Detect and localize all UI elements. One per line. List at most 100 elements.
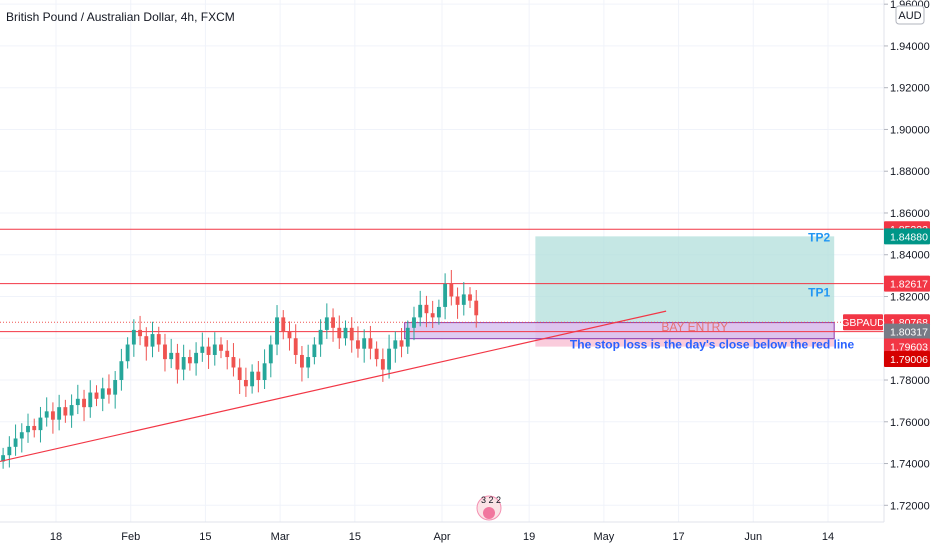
candle [88,392,93,408]
candle [306,357,311,368]
candle [405,327,410,347]
candle [138,329,143,337]
candle [113,380,118,395]
symbol-tag [843,314,883,331]
x-tick-label: Apr [433,531,450,543]
candle [82,398,86,408]
x-tick-label: 18 [50,531,62,543]
candle [468,294,472,301]
candle [256,371,261,381]
candle [349,327,354,341]
candle [187,357,192,364]
price-tags: 1.852221.848801.826171.8076848:36GBPAUD1… [841,221,930,368]
y-tick-label: 1.72000 [890,500,930,512]
x-tick-label: 15 [199,531,211,543]
price-tag [884,228,930,245]
price-tag-label: 1.84880 [890,231,928,243]
chart-title: British Pound / Australian Dollar, 4h, F… [6,10,235,24]
candle [237,367,242,381]
events-badge-label: 3 2 2 [481,495,501,505]
candle [26,425,30,433]
x-tick-label: Feb [121,531,140,543]
candle [181,357,186,370]
candle [262,363,267,381]
chart-labels: TP2 TP1 BAY ENTRY The stop loss is the day'… [570,230,855,351]
candles [1,269,479,469]
price-axis[interactable]: 1.720001.740001.760001.780001.800001.820… [884,0,930,512]
candle [455,296,460,305]
candle [100,388,105,399]
candle [461,294,466,305]
events-badge[interactable]: 3 2 2 [476,495,502,521]
x-tick-label: 15 [349,531,361,543]
x-tick-label: May [593,531,614,543]
candle [368,338,373,349]
candle [374,348,379,360]
candle [225,350,230,358]
candle [44,411,49,418]
candle [194,352,199,364]
candle [50,411,55,420]
tp1-label: TP1 [808,285,830,299]
trade-zones [404,236,835,347]
y-tick-label: 1.78000 [890,375,930,387]
currency-badge-label: AUD [898,10,921,22]
candle [281,317,286,332]
candle [212,344,217,355]
candle [150,334,155,347]
candle [443,283,448,307]
price-tag [884,323,930,340]
price-tag [884,338,930,355]
currency-badge: AUD [895,5,925,25]
y-tick-label: 1.74000 [890,459,930,471]
candle [163,344,167,360]
trendline-group [0,310,667,463]
candle [219,344,223,351]
y-tick-label: 1.76000 [890,417,930,429]
candle [287,331,292,339]
candle [231,357,236,368]
trendline [0,310,667,463]
candle [399,340,404,347]
y-tick-label: 1.94000 [890,41,930,53]
candle [324,317,329,330]
candle [94,392,99,399]
x-tick-label: 14 [822,531,834,543]
candle [449,283,454,297]
profit-zone [535,236,835,323]
candle [250,371,255,387]
x-tick-label: 17 [672,531,684,543]
price-tag [884,351,930,368]
price-tag-label: 1.79603 [890,342,928,354]
time-axis[interactable]: 18 Feb 15 Mar 15 Apr 19 May 17 Jun 14 [50,531,834,543]
candle [206,346,211,355]
candle [200,346,205,353]
x-tick-label: 19 [523,531,535,543]
candle [312,344,317,358]
y-tick-label: 1.86000 [890,208,930,220]
candle [13,438,18,447]
candle [356,340,360,349]
candle [19,432,24,439]
price-tag-label: 1.82617 [890,279,928,291]
price-tag [884,275,930,292]
candle [107,388,111,395]
candle [32,425,37,431]
candle [424,304,429,314]
y-tick-label: 1.82000 [890,291,930,303]
candle [1,455,6,462]
candle [412,317,416,328]
candle [387,348,392,370]
candle [343,327,348,339]
candle [293,338,298,355]
candle [156,334,161,345]
event-marker-icon [483,507,495,519]
candle [337,327,342,339]
x-tick-label: Mar [271,531,290,543]
price-tag-label: 1.80317 [890,327,928,339]
candle [393,340,398,349]
candle [430,313,435,318]
candle [362,338,367,349]
